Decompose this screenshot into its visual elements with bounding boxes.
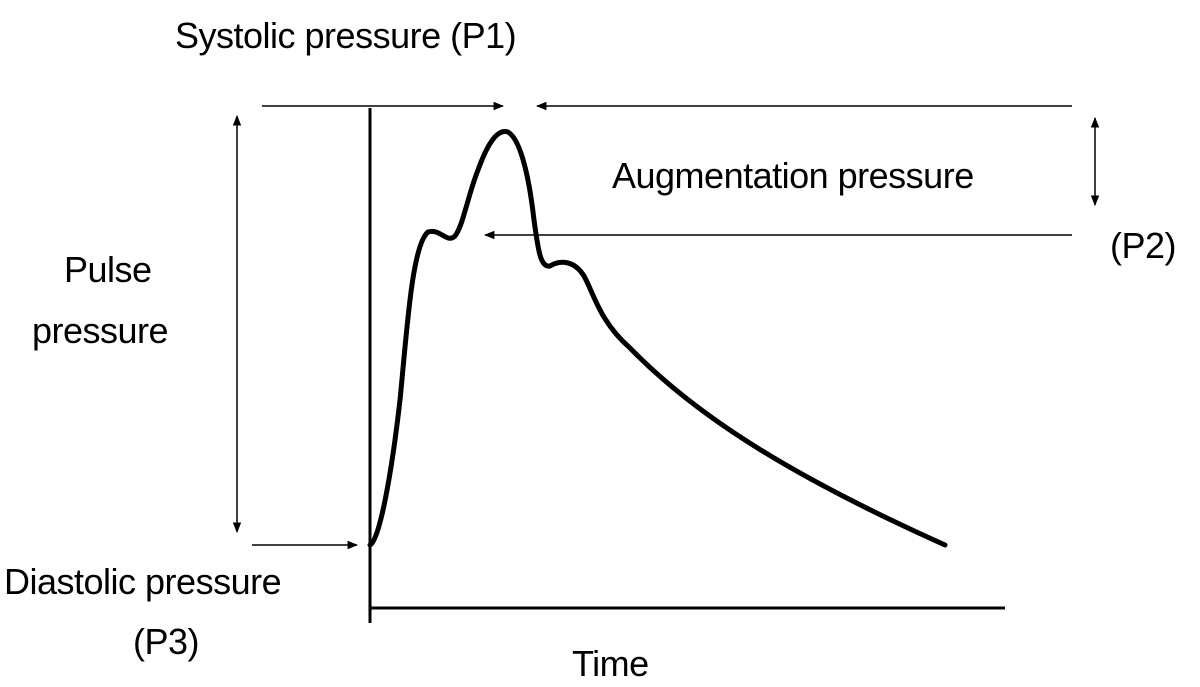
x-axis-label: Time [572,643,649,684]
diastolic-pressure-label: Diastolic pressure [4,561,282,602]
pulse-pressure-label-line1: Pulse [64,249,152,290]
p3-label: (P3) [133,621,200,662]
p2-label: (P2) [1110,225,1177,266]
pressure-waveform-curve [367,129,948,548]
augmentation-pressure-label: Augmentation pressure [612,155,974,196]
systolic-pressure-label: Systolic pressure (P1) [175,15,517,56]
pulse-pressure-label-line2: pressure [32,310,169,351]
